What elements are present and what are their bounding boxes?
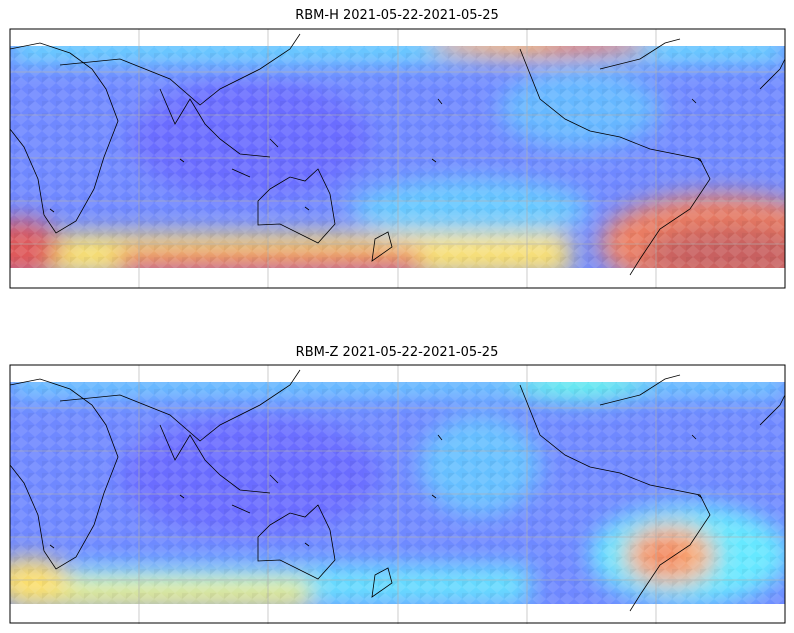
map-panel xyxy=(9,28,786,289)
panel-title: RBM-H 2021-05-22-2021-05-25 xyxy=(295,8,499,23)
graticule xyxy=(10,365,785,624)
heatmap xyxy=(10,46,785,268)
map-panel xyxy=(9,364,786,624)
panel-title: RBM-Z 2021-05-22-2021-05-25 xyxy=(296,345,499,360)
frame xyxy=(9,364,786,624)
graticule xyxy=(10,29,785,288)
frame xyxy=(9,28,786,289)
